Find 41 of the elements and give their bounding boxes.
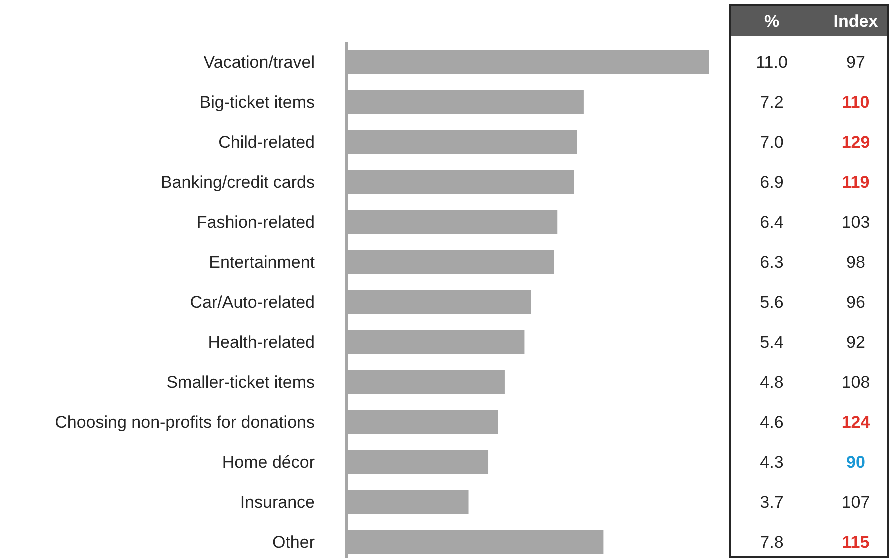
text: % [764,12,780,31]
data-label: 5.6 [760,292,784,312]
y-tick-label: Health-related [208,332,315,352]
data-label: 90 [846,452,866,472]
data-label: 124 [842,412,871,432]
y-tick-label: Fashion-related [196,212,315,232]
data-label: 6.4 [760,212,784,232]
data-label: 97 [846,52,866,72]
data-label: 4.6 [760,412,784,432]
data-label: 4.8 [760,372,784,392]
data-label: 7.8 [760,532,784,552]
data-label: 107 [842,492,870,512]
y-tick-label: Car/Auto-related [190,292,315,312]
y-tick-label: Big-ticket items [200,92,315,112]
y-tick-label: Banking/credit cards [160,172,315,192]
data-label: 3.7 [760,492,784,512]
data-label: 110 [842,92,870,112]
data-label: 115 [842,532,870,552]
data-label: 7.0 [760,132,784,152]
data-label: 119 [842,172,870,192]
text: Index [834,12,879,31]
data-label: 96 [846,292,866,312]
data-label: 4.3 [760,452,784,472]
data-label: 6.3 [760,252,784,272]
data-label: 108 [842,372,870,392]
y-tick-label: Home décor [222,452,316,472]
data-label: 7.2 [760,92,784,112]
y-tick-label: Smaller-ticket items [166,372,315,392]
y-tick-label: Other [272,532,316,552]
data-label: 129 [842,132,870,152]
data-label: 103 [842,212,870,232]
y-tick-label: Insurance [240,492,315,512]
data-label: 5.4 [760,332,784,352]
data-label: 6.9 [760,172,784,192]
data-label: 92 [846,332,866,352]
y-tick-label: Entertainment [209,252,316,272]
data-label: 11.0 [756,52,788,72]
y-tick-label: Vacation/travel [204,52,315,72]
data-label: 98 [846,252,866,272]
y-tick-label: Child-related [218,132,315,152]
y-tick-label: Choosing non-profits for donations [55,412,315,432]
